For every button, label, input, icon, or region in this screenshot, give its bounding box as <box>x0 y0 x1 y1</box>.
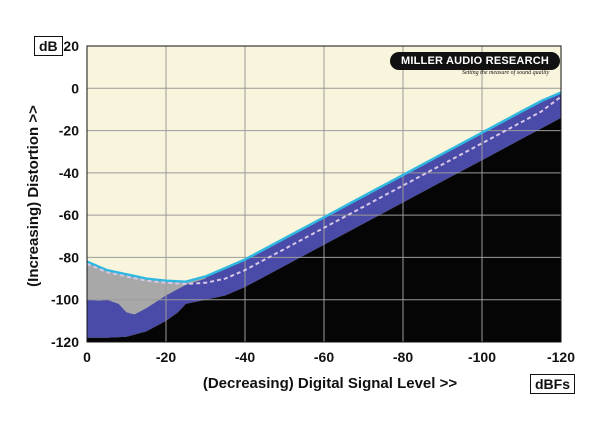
y-tick-label: 20 <box>63 38 79 54</box>
y-tick-label: -80 <box>59 249 79 265</box>
y-tick-label: -100 <box>51 292 79 308</box>
x-tick-label: -40 <box>235 349 255 365</box>
x-tick-label: -100 <box>468 349 496 365</box>
y-tick-label: -120 <box>51 334 79 350</box>
x-tick-labels: 0 -20 -40 -60 -80 -100 -120 <box>83 349 575 365</box>
x-tick-label: -80 <box>393 349 413 365</box>
y-tick-label: 0 <box>71 80 79 96</box>
y-tick-label: -60 <box>59 207 79 223</box>
dashed-trace-line <box>86 95 562 285</box>
y-axis-label: (Increasing) Distortion >> <box>25 105 42 287</box>
logo-name: MILLER AUDIO RESEARCH <box>390 52 560 70</box>
x-tick-label: 0 <box>83 349 91 365</box>
black-floor-area <box>87 117 561 343</box>
logo-tagline: Setting the measure of sound quality <box>462 70 550 76</box>
x-tick-label: -60 <box>314 349 334 365</box>
grid-lines <box>87 46 561 342</box>
y-tick-labels: 20 0 -20 -40 -60 -80 -100 -120 <box>51 38 79 350</box>
y-tick-label: -20 <box>59 123 79 139</box>
y-unit-label: dB <box>34 36 63 56</box>
plot-frame <box>86 45 562 343</box>
y-tick-label: -40 <box>59 165 79 181</box>
miller-audio-research-logo: MILLER AUDIO RESEARCH Setting the measur… <box>390 52 560 80</box>
cyan-trace-line <box>86 91 562 283</box>
x-axis-label: (Decreasing) Digital Signal Level >> <box>203 375 457 392</box>
x-tick-label: -120 <box>547 349 575 365</box>
x-tick-label: -20 <box>156 349 176 365</box>
chart-traces <box>86 91 562 285</box>
x-unit-label: dBFs <box>530 374 575 394</box>
